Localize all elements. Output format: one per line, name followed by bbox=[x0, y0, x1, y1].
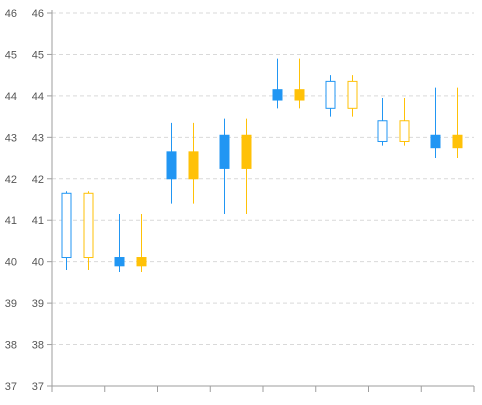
y-tick-label-inner: 44 bbox=[32, 91, 44, 103]
candle bbox=[241, 118, 252, 215]
candle bbox=[188, 122, 199, 204]
candle-body bbox=[136, 257, 147, 267]
y-tick-label-inner: 45 bbox=[32, 49, 44, 61]
candle-body bbox=[347, 80, 358, 109]
y-tick-label-outer: 45 bbox=[5, 49, 17, 61]
y-tick-label-outer: 43 bbox=[5, 132, 17, 144]
candle-body bbox=[188, 151, 199, 180]
y-tick-label-outer: 46 bbox=[5, 8, 17, 20]
candle bbox=[377, 97, 388, 146]
candle bbox=[61, 191, 72, 270]
candle-body bbox=[114, 257, 125, 267]
candle bbox=[219, 118, 230, 215]
candle bbox=[114, 214, 125, 273]
candle-body bbox=[241, 134, 252, 169]
x-axis bbox=[51, 385, 475, 392]
candle bbox=[430, 87, 441, 159]
candle bbox=[399, 97, 410, 146]
y-tick-label-inner: 37 bbox=[32, 381, 44, 393]
candle-body bbox=[294, 89, 305, 101]
candle-body bbox=[377, 120, 388, 142]
candle-body bbox=[61, 192, 72, 259]
gridlines bbox=[52, 12, 474, 346]
candle-body bbox=[325, 80, 336, 109]
y-tick-label-inner: 39 bbox=[32, 298, 44, 310]
y-tick-label-inner: 43 bbox=[32, 132, 44, 144]
candle-body bbox=[166, 151, 177, 180]
candle bbox=[294, 58, 305, 109]
y-tick-label-inner: 40 bbox=[32, 257, 44, 269]
y-tick-label-outer: 37 bbox=[5, 381, 17, 393]
y-tick-label-inner: 42 bbox=[32, 174, 44, 186]
candle bbox=[272, 58, 283, 109]
y-tick-label-outer: 41 bbox=[5, 215, 17, 227]
candle-body bbox=[219, 134, 230, 169]
y-axis: 37 37 38 38 39 39 40 40 41 41 42 42 43 43 44 44 45 45 46 46 bbox=[5, 8, 53, 393]
candle bbox=[347, 75, 358, 117]
y-tick-label-outer: 40 bbox=[5, 257, 17, 269]
candle-body bbox=[452, 134, 463, 149]
candle-body bbox=[83, 192, 94, 259]
candle-body bbox=[272, 89, 283, 101]
candle bbox=[136, 214, 147, 273]
y-tick-label-outer: 39 bbox=[5, 298, 17, 310]
candle bbox=[452, 87, 463, 159]
y-tick-label-inner: 41 bbox=[32, 215, 44, 227]
candles bbox=[61, 58, 463, 273]
y-tick-label-inner: 46 bbox=[32, 8, 44, 20]
candle-body bbox=[399, 120, 410, 142]
y-tick-label-outer: 42 bbox=[5, 174, 17, 186]
candle bbox=[166, 122, 177, 204]
y-tick-label-outer: 38 bbox=[5, 340, 17, 352]
candle bbox=[325, 75, 336, 117]
candle bbox=[83, 191, 94, 270]
y-tick-label-inner: 38 bbox=[32, 340, 44, 352]
candle-body bbox=[430, 134, 441, 149]
y-tick-label-outer: 44 bbox=[5, 91, 17, 103]
